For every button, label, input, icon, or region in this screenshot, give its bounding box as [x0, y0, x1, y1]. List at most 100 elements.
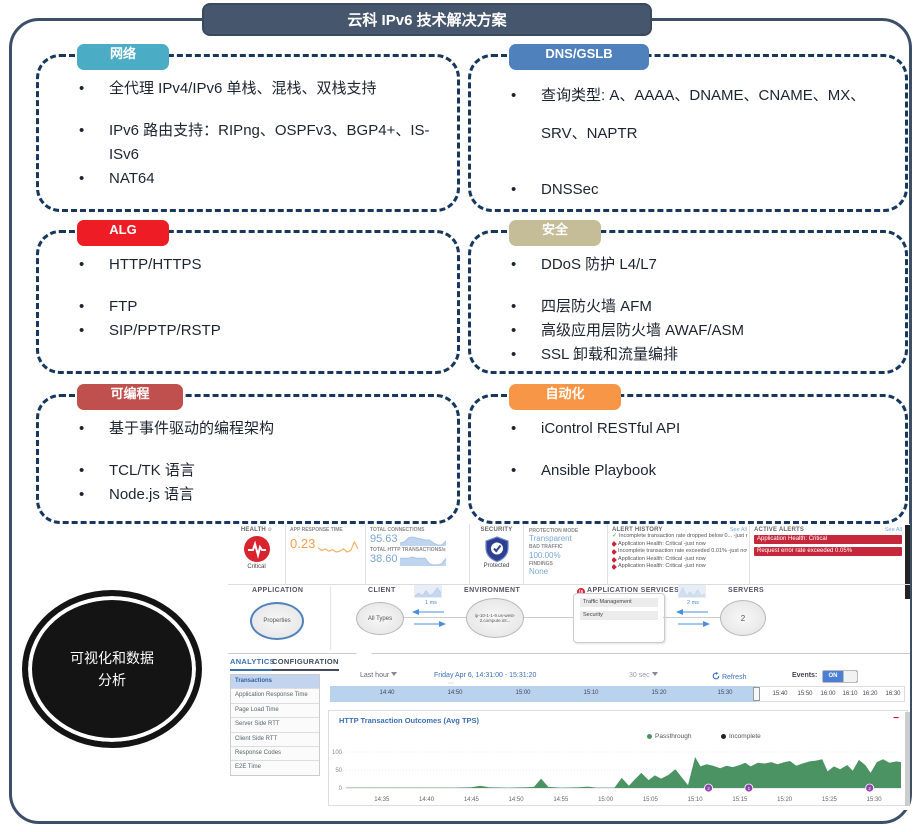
refresh-button[interactable]: Refresh: [712, 672, 746, 681]
http-transaction-chart-panel: HTTP Transaction Outcomes (Avg TPS) − Pa…: [328, 710, 908, 806]
legend-dot-incomplete: [721, 734, 726, 739]
gear-icon[interactable]: ⚙: [267, 527, 273, 533]
total-http-transactions-sparkline: [399, 554, 447, 567]
timeline-tick: 16:10: [842, 691, 858, 697]
feature-box-tab-1: DNS/GSLB: [509, 44, 649, 70]
bullet-item: • TCL/TK 语言: [79, 459, 447, 483]
findings-label: FINDINGS: [529, 560, 553, 567]
feature-box-label: 安全: [541, 222, 568, 237]
sidebar-item-transactions[interactable]: Transactions: [231, 675, 319, 690]
time-controls: Last hour Friday Apr 6, 14:31:00 - 15:31…: [324, 670, 910, 684]
svg-text:15:30: 15:30: [867, 797, 883, 803]
bullet-item: • DNSSec: [511, 171, 895, 209]
svg-text:15:25: 15:25: [822, 797, 838, 803]
tab-analytics[interactable]: ANALYTICS: [230, 657, 275, 671]
feature-box-tab-3: 安全: [509, 220, 601, 246]
range-dropdown[interactable]: Last hour: [360, 672, 398, 679]
interval-dropdown[interactable]: 30 sec: [629, 672, 658, 679]
bullet-dot: •: [511, 462, 517, 479]
feature-box-tab-0: 网络: [77, 44, 169, 70]
total-http-transactions-value: 38.60: [370, 552, 398, 565]
sidebar-item-e2e-time[interactable]: E2E Time: [235, 764, 262, 771]
slide-title-banner: 云科 IPv6 技术解决方案: [202, 3, 652, 36]
active-alerts-see-all-link[interactable]: See All: [884, 527, 902, 533]
header-scrollbar[interactable]: [905, 525, 910, 599]
svg-text:14:55: 14:55: [553, 797, 569, 803]
feature-box-label: 自动化: [545, 386, 585, 401]
environment-node[interactable]: ip-10-1-1-9.us-west-2.compute.int...: [466, 598, 524, 638]
bullet-dot: •: [511, 346, 517, 363]
feature-box-5: 自动化 • iControl RESTful API • Ansible Playboo…: [468, 384, 908, 524]
feature-box-bullets: • iControl RESTful API • Ansible Playbook: [471, 397, 905, 483]
client-section-label: CLIENT: [368, 587, 396, 594]
feature-box-1: DNS/GSLB • 查询类型: A、AAAA、DNAME、CNAME、MX、SRV…: [468, 44, 908, 254]
time-brush-handle[interactable]: [753, 687, 760, 701]
app-response-time-cell: APP RESPONSE TIME 0.23: [286, 524, 366, 584]
area-chart-plot: 0 50 100 14:35 14:40 14:45 14:50 14:55 15:00 15:0…: [329, 743, 907, 805]
bullet-item: • 基于事件驱动的编程架构: [79, 417, 447, 441]
services-latency-sparkline: [678, 585, 706, 598]
feature-box-tab-5: 自动化: [509, 384, 621, 410]
security-label: SECURITY: [480, 527, 513, 533]
sidebar-item-application-response-time[interactable]: Application Response Time: [231, 689, 319, 704]
feature-box-tab-4: 可编程: [77, 384, 183, 410]
legend-item-passthrough[interactable]: Passthrough: [647, 733, 692, 740]
bullet-dot: •: [79, 298, 85, 315]
alert-history-see-all-link[interactable]: See All: [729, 527, 747, 533]
refresh-icon: [712, 672, 720, 680]
body-scrollbar[interactable]: [905, 712, 910, 806]
svg-text:0: 0: [339, 786, 343, 792]
client-node[interactable]: All Types: [356, 602, 404, 635]
time-brush-rest[interactable]: 15:40 15:50 16:00 16:10 16:20 16:30: [757, 686, 905, 702]
time-brush-grip[interactable]: ⋯: [448, 681, 455, 687]
application-properties-node[interactable]: Properties: [250, 602, 304, 640]
shield-check-icon: [483, 535, 511, 563]
service-row[interactable]: Security: [580, 611, 658, 620]
feature-box-label: DNS/GSLB: [545, 46, 613, 61]
svg-text:2: 2: [868, 786, 871, 791]
bullet-dot: •: [79, 462, 85, 479]
total-http-transactions-label: TOTAL HTTP TRANSACTIONS/s: [370, 546, 446, 553]
feature-box-label: ALG: [109, 222, 137, 237]
svg-text:14:50: 14:50: [509, 797, 525, 803]
sidebar-item-response-codes[interactable]: Response Codes: [231, 747, 319, 762]
bullet-item: • DDoS 防护 L4/L7: [511, 253, 895, 277]
bullet-item: • HTTP/HTTPS: [79, 253, 447, 277]
svg-text:14:35: 14:35: [374, 797, 390, 803]
security-status: Protected: [483, 563, 510, 569]
application-services-section-label: f5 APPLICATION SERVICES: [577, 587, 680, 596]
client-traffic-arrows: [412, 609, 446, 627]
monitoring-dashboard: HEALTH ⚙ Critical APP RESPONSE TIME 0.23…: [228, 524, 910, 810]
bullet-dot: •: [79, 420, 85, 437]
topology-row: APPLICATION Properties CLIENT All Types …: [228, 584, 910, 654]
svg-text:50: 50: [335, 768, 342, 774]
servers-node[interactable]: 2: [720, 600, 766, 636]
legend-item-incomplete[interactable]: Incomplete: [721, 733, 761, 740]
bullet-dot: •: [79, 170, 85, 187]
feature-box-label: 网络: [109, 46, 136, 61]
collapse-panel-button[interactable]: −: [893, 713, 899, 724]
section-caret: [355, 645, 373, 654]
timeline-tick: 16:20: [862, 691, 878, 697]
timeline-tick: 15:40: [772, 691, 788, 697]
svg-text:1: 1: [748, 786, 751, 791]
events-toggle[interactable]: ON: [822, 670, 858, 683]
timeline-tick: 16:30: [885, 691, 901, 697]
application-section-label: APPLICATION: [252, 587, 304, 594]
time-brush-selection[interactable]: 14:40 14:50 15:00 15:10 15:20 15:30: [330, 686, 757, 702]
totals-cell: TOTAL CONNECTIONS 95.63 TOTAL HTTP TRANS…: [366, 524, 470, 584]
bullet-item: • 四层防火墙 AFM: [511, 295, 895, 319]
tab-configuration[interactable]: CONFIGURATION: [272, 657, 339, 671]
events-label: Events:: [792, 672, 818, 679]
bullet-dot: •: [511, 256, 517, 273]
bullet-item: • 全代理 IPv4/IPv6 单栈、混栈、双栈支持: [79, 77, 447, 101]
application-services-box[interactable]: Traffic Management Security: [573, 593, 665, 643]
sidebar-item-client-side-rtt[interactable]: Client Side RTT: [231, 733, 319, 747]
sidebar-item-page-load-time[interactable]: Page Load Time: [231, 704, 319, 719]
timeline-tick: 15:30: [717, 690, 733, 696]
protection-mode-label: PROTECTION MODE: [529, 528, 579, 534]
sidebar-item-server-side-rtt[interactable]: Server Side RTT: [231, 718, 319, 733]
service-row[interactable]: Traffic Management: [580, 598, 658, 607]
bullet-dot: •: [511, 181, 517, 198]
